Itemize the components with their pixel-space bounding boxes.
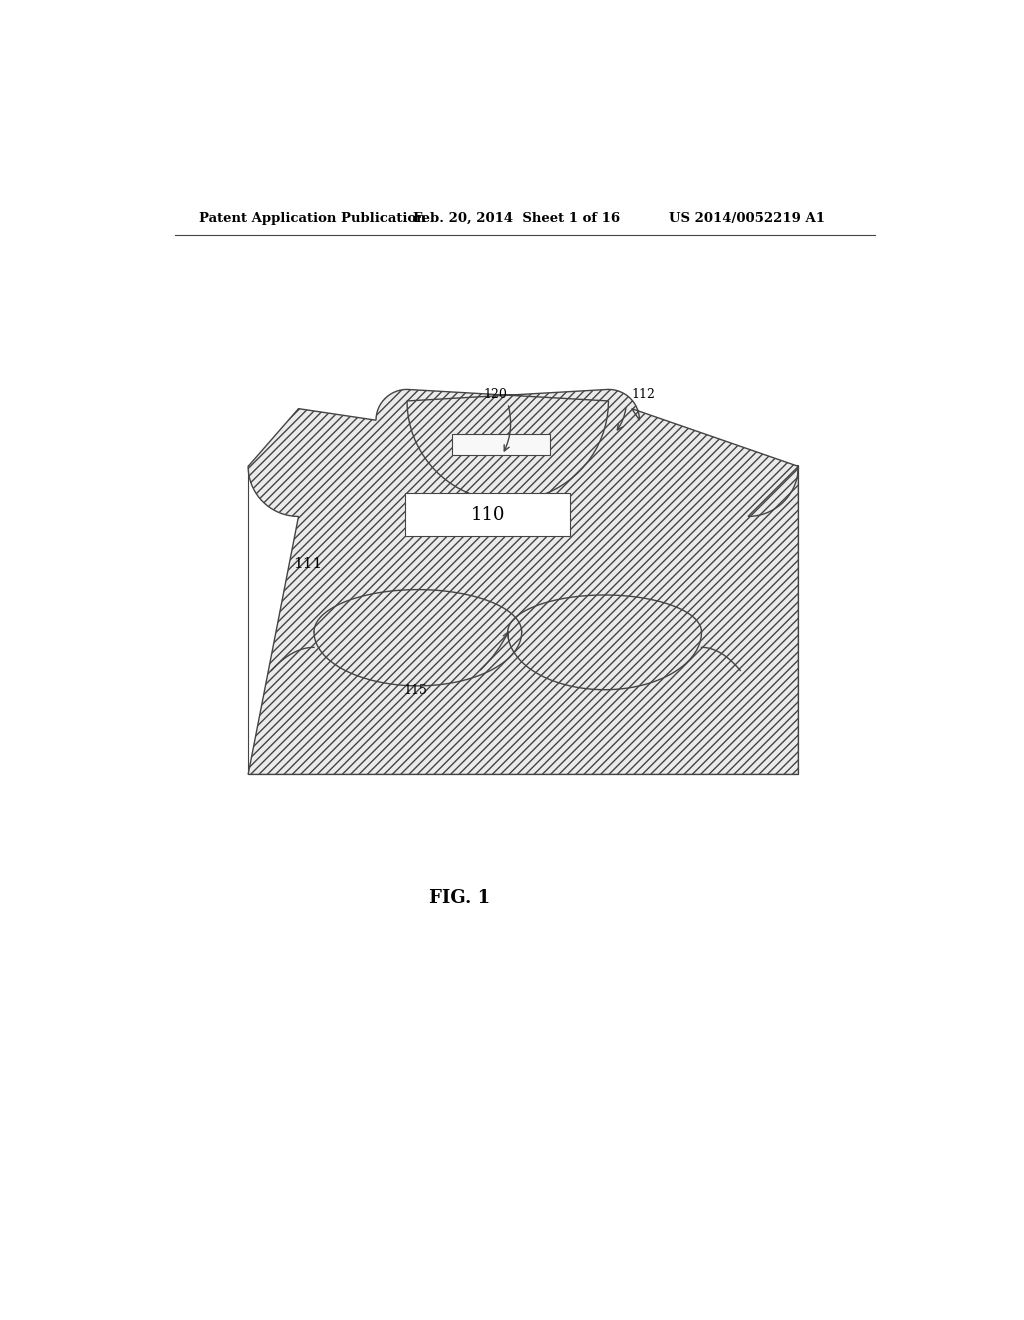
Bar — [248, 465, 799, 775]
Text: 111: 111 — [293, 557, 323, 572]
Text: Patent Application Publication: Patent Application Publication — [200, 213, 426, 224]
Bar — [406, 494, 569, 536]
Text: FIG. 1: FIG. 1 — [429, 888, 489, 907]
Polygon shape — [248, 389, 799, 775]
Text: US 2014/0052219 A1: US 2014/0052219 A1 — [669, 213, 825, 224]
Text: Feb. 20, 2014  Sheet 1 of 16: Feb. 20, 2014 Sheet 1 of 16 — [414, 213, 621, 224]
Bar — [452, 434, 550, 455]
Text: 110: 110 — [470, 506, 505, 524]
Text: 112: 112 — [632, 388, 655, 401]
Text: 115: 115 — [403, 684, 427, 697]
Text: 120: 120 — [483, 388, 508, 401]
